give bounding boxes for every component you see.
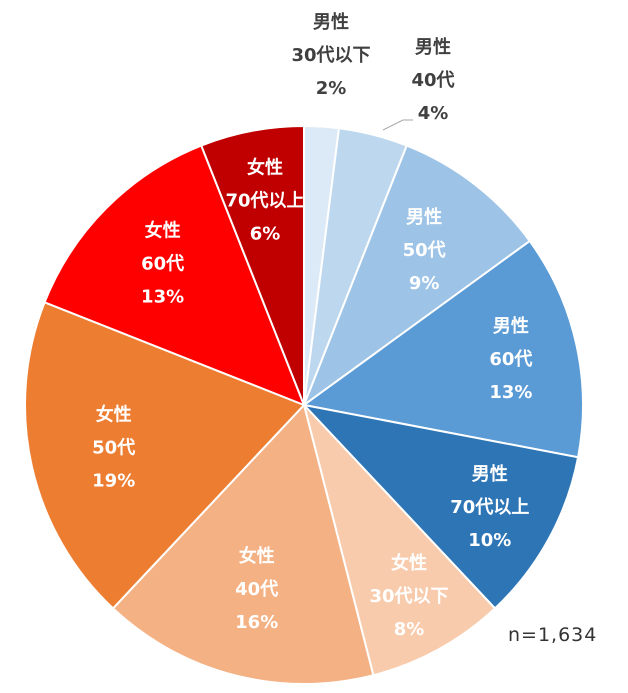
slice-label: 30代以下 — [369, 586, 448, 607]
slice-label: 60代 — [489, 349, 532, 370]
slice-label: 4% — [418, 103, 449, 124]
slice-label: 10% — [468, 530, 511, 551]
pie-slice — [303, 404, 497, 677]
slice-label: 女性 — [145, 220, 181, 242]
slice-label: 50代 — [403, 240, 446, 261]
slice-label: 40代 — [411, 70, 454, 91]
slice-label: 男性 — [415, 36, 451, 58]
sample-size-note: n=1,634 — [508, 624, 598, 646]
slice-label: 8% — [394, 619, 425, 640]
slice-label: 40代 — [235, 579, 278, 600]
slice-label: 50代 — [92, 438, 135, 459]
pie-slice — [24, 300, 306, 610]
slice-label: 30代以下 — [291, 45, 370, 66]
slice-label: 男性 — [472, 463, 508, 485]
slice-label: 60代 — [141, 254, 184, 275]
slice-label: 70代以上 — [450, 497, 529, 518]
slice-label: 2% — [316, 78, 347, 99]
slice-label: 70代以上 — [225, 191, 304, 212]
leader-line — [382, 119, 413, 131]
slice-label: 男性 — [313, 11, 349, 33]
pie-slice — [111, 402, 375, 685]
slice-label: 女性 — [239, 545, 275, 567]
pie-slice — [301, 239, 585, 459]
pie-slice — [43, 144, 306, 407]
slice-label: 女性 — [247, 157, 283, 179]
slice-label: 男性 — [406, 206, 442, 228]
slice-label: 9% — [409, 273, 440, 294]
slice-label: 19% — [92, 471, 135, 492]
pie-slice — [301, 403, 580, 610]
pie-slice — [301, 144, 532, 408]
slice-label: 男性 — [493, 315, 529, 337]
slice-label: 16% — [235, 612, 278, 633]
slice-label: 13% — [489, 382, 532, 403]
slice-label: 13% — [141, 287, 184, 308]
slice-label: 女性 — [391, 552, 427, 574]
slice-label: 6% — [250, 224, 281, 245]
pie-slice — [199, 124, 305, 406]
slice-label: 女性 — [96, 404, 132, 426]
